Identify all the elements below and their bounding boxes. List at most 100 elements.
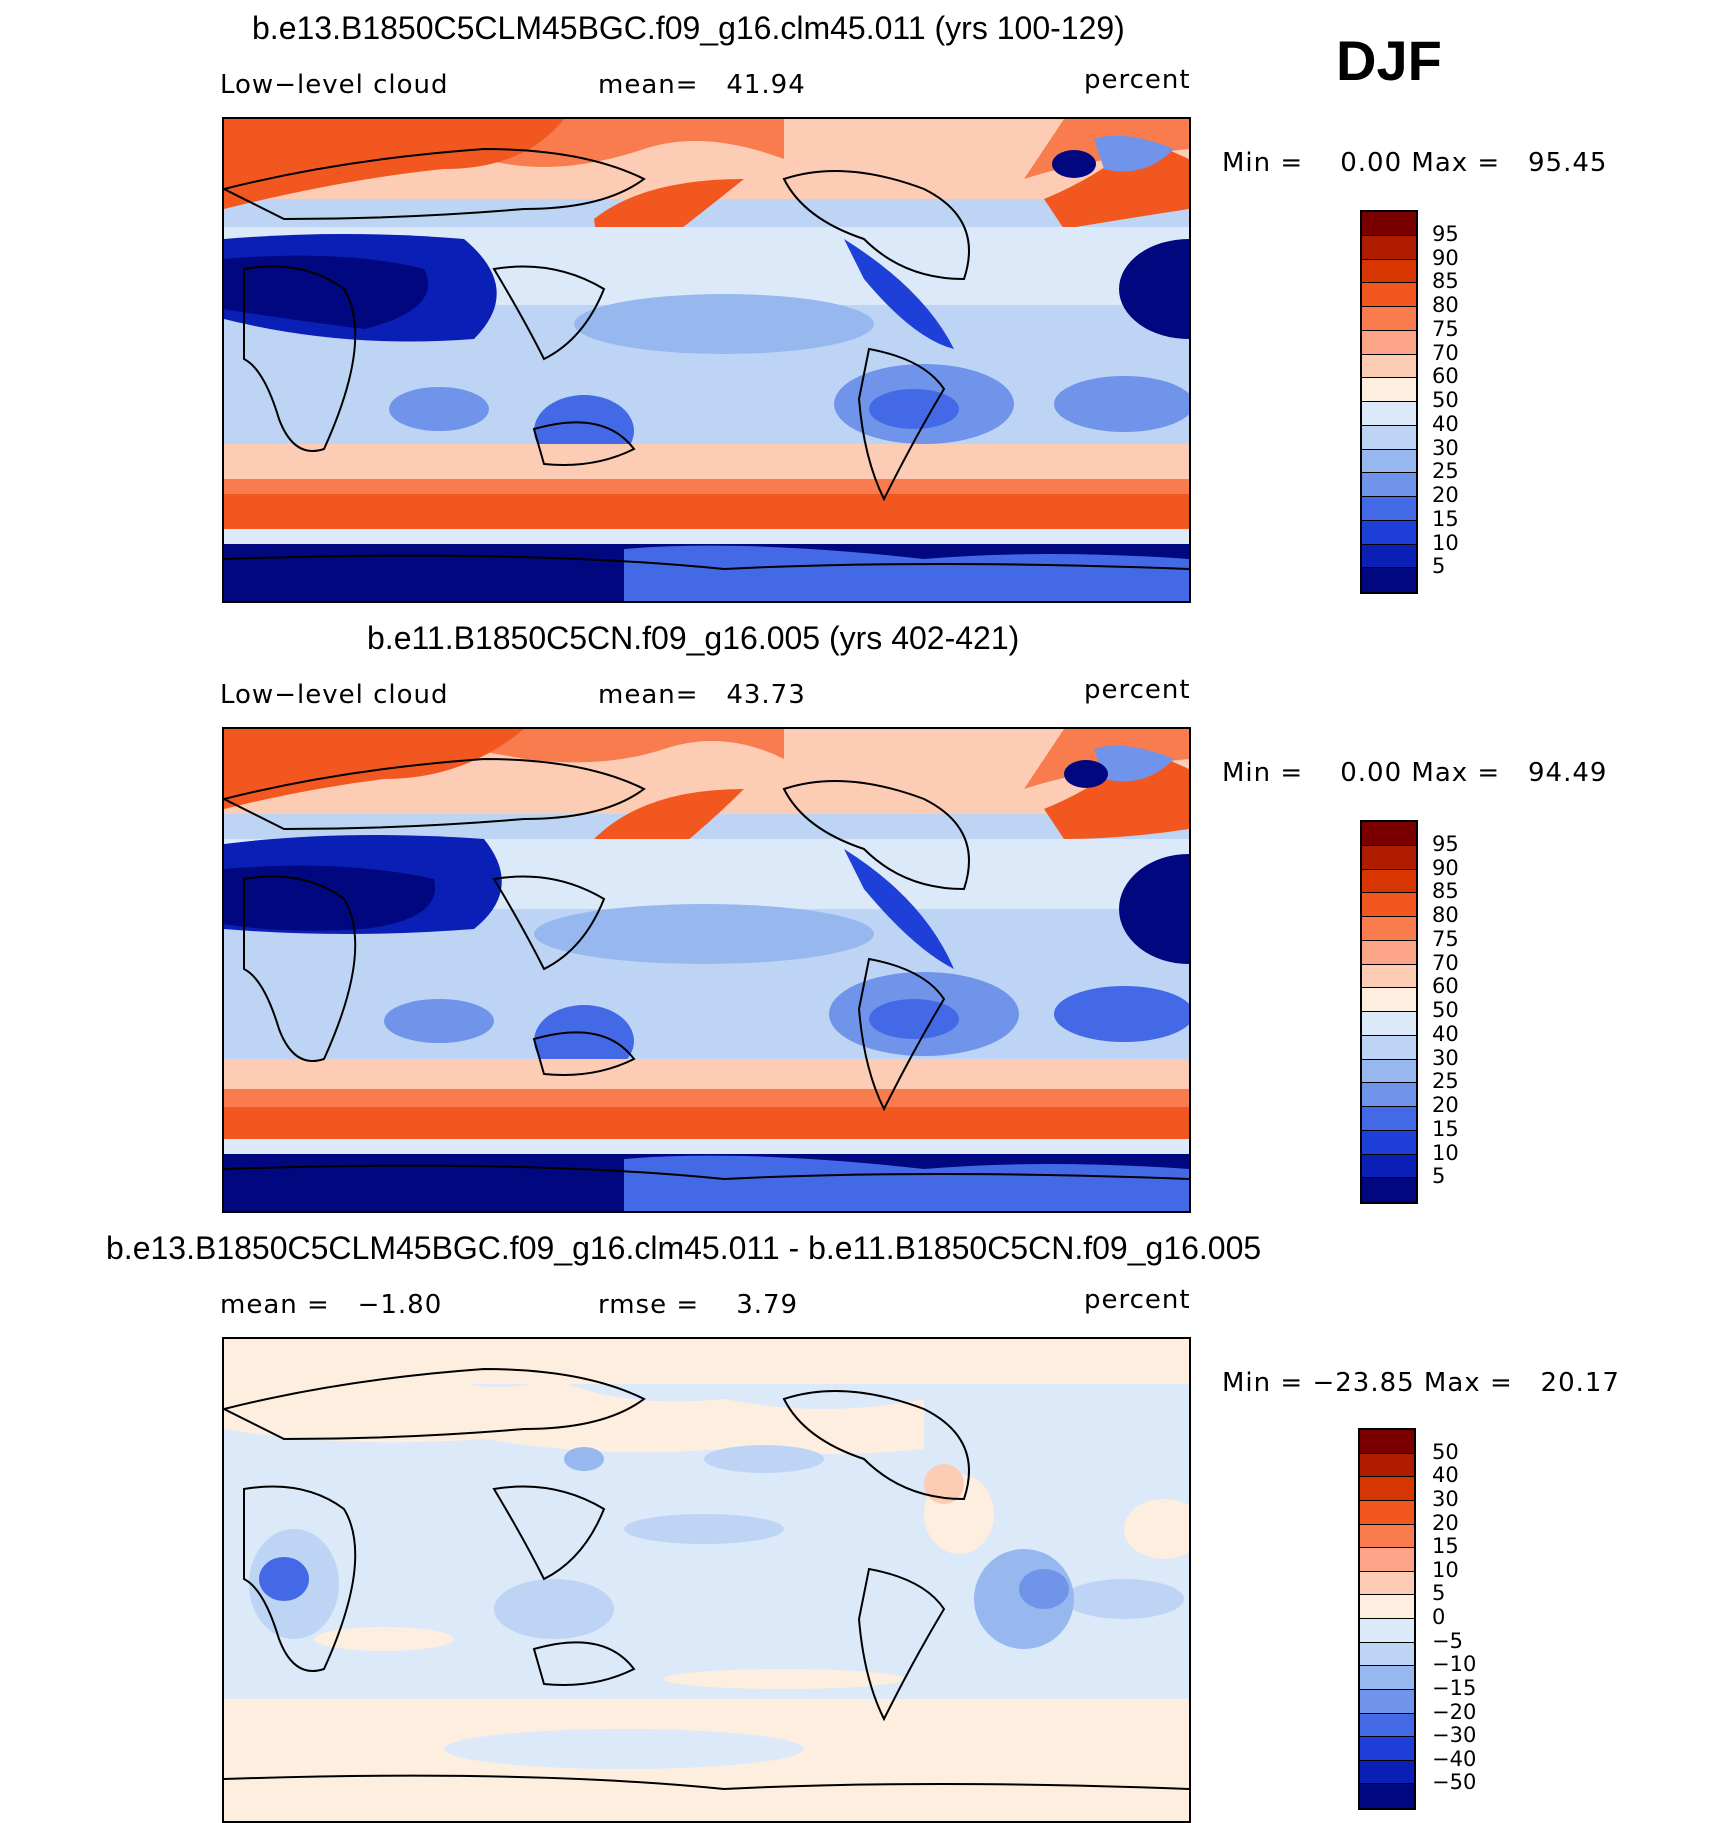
colorbar-tick-label: −15	[1432, 1675, 1477, 1700]
colorbar-box	[1362, 917, 1416, 941]
panel-1-units-label: percent	[1084, 65, 1191, 95]
colorbar-tick-label: 70	[1432, 950, 1459, 975]
colorbar-box	[1360, 1524, 1414, 1549]
colorbar-tick-label: 70	[1432, 340, 1459, 365]
colorbar-box	[1362, 283, 1416, 307]
panel-2-colorbar	[1360, 820, 1418, 1204]
colorbar-tick-label: 30	[1432, 435, 1459, 460]
colorbar-box	[1360, 1571, 1414, 1596]
panel-1-colorbar-ticks: 95 90 85 80 75 70 60 50 40 30 25 20 15 10 5	[1432, 210, 1512, 594]
colorbar-box	[1362, 307, 1416, 331]
colorbar-box	[1360, 1500, 1414, 1525]
colorbar-box	[1362, 1059, 1416, 1084]
colorbar-box	[1362, 402, 1416, 426]
colorbar-tick-label: 20	[1432, 483, 1459, 507]
colorbar-box	[1362, 330, 1416, 355]
panel-2-units-label: percent	[1084, 675, 1191, 705]
colorbar-tick-label: 5	[1432, 554, 1446, 579]
panel-3-map	[222, 1337, 1191, 1823]
panel-3-title: b.e13.B1850C5CLM45BGC.f09_g16.clm45.011 …	[106, 1230, 1262, 1266]
colorbar-tick-label: −40	[1432, 1746, 1477, 1771]
colorbar-box	[1362, 497, 1416, 521]
colorbar-tick-label: 90	[1432, 855, 1459, 880]
colorbar-box	[1362, 1083, 1416, 1107]
colorbar-box	[1362, 354, 1416, 379]
colorbar-tick-label: 40	[1432, 411, 1459, 436]
colorbar-tick-label: 15	[1432, 506, 1459, 531]
colorbar-box	[1362, 520, 1416, 545]
panel-2-minmax: Min = 0.00 Max = 94.49	[1222, 758, 1608, 788]
colorbar-box	[1362, 893, 1416, 917]
colorbar-tick-label: 5	[1432, 1581, 1446, 1606]
colorbar-box	[1360, 1713, 1414, 1738]
colorbar-box	[1362, 988, 1416, 1012]
colorbar-box	[1362, 1035, 1416, 1060]
colorbar-tick-label: 95	[1432, 221, 1459, 246]
colorbar-box	[1362, 235, 1416, 260]
colorbar-tick-label: 0	[1432, 1605, 1446, 1629]
panel-3-minmax: Min = −23.85 Max = 20.17	[1222, 1368, 1620, 1398]
panel-3-colorbar	[1358, 1428, 1416, 1810]
colorbar-box	[1362, 1012, 1416, 1036]
colorbar-box	[1360, 1760, 1414, 1785]
colorbar-box	[1360, 1477, 1414, 1501]
colorbar-box	[1360, 1737, 1414, 1761]
colorbar-box	[1360, 1453, 1414, 1478]
colorbar-box	[1362, 473, 1416, 497]
colorbar-tick-label: 40	[1432, 1463, 1459, 1488]
panel-2-colorbar-ticks: 95 90 85 80 75 70 60 50 40 30 25 20 15 10 5	[1432, 820, 1512, 1204]
colorbar-tick-label: 20	[1432, 1093, 1459, 1117]
panel-1-colorbar	[1360, 210, 1418, 594]
colorbar-box	[1362, 822, 1416, 846]
panel-3-units-label: percent	[1084, 1285, 1191, 1315]
colorbar-tick-label: 85	[1432, 269, 1459, 294]
colorbar-tick-label: 75	[1432, 316, 1459, 341]
colorbar-box	[1360, 1619, 1414, 1643]
colorbar-tick-label: 80	[1432, 903, 1459, 927]
colorbar-tick-label: 15	[1432, 1116, 1459, 1141]
panel-2-variable-label: Low−level cloud	[220, 680, 449, 710]
panel-3-rmse-label: rmse = 3.79	[598, 1290, 799, 1320]
colorbar-tick-label: 60	[1432, 974, 1459, 999]
colorbar-tick-label: 90	[1432, 245, 1459, 270]
colorbar-tick-label: 30	[1432, 1486, 1459, 1511]
colorbar-box	[1360, 1666, 1414, 1690]
colorbar-tick-label: 15	[1432, 1534, 1459, 1559]
colorbar-box	[1362, 964, 1416, 989]
colorbar-box	[1362, 425, 1416, 450]
colorbar-tick-label: −10	[1432, 1652, 1477, 1677]
colorbar-box	[1362, 449, 1416, 474]
colorbar-tick-label: 5	[1432, 1164, 1446, 1189]
colorbar-tick-label: 20	[1432, 1510, 1459, 1535]
colorbar-tick-label: −20	[1432, 1699, 1477, 1724]
panel-1-map	[222, 117, 1191, 603]
colorbar-tick-label: 10	[1432, 1140, 1459, 1165]
colorbar-box	[1362, 378, 1416, 402]
colorbar-tick-label: 40	[1432, 1021, 1459, 1046]
colorbar-box	[1362, 568, 1416, 592]
colorbar-box	[1360, 1595, 1414, 1619]
panel-2-map-field	[224, 729, 1189, 1211]
panel-1-mean-label: mean= 41.94	[598, 70, 806, 100]
colorbar-tick-label: 95	[1432, 831, 1459, 856]
colorbar-box	[1360, 1548, 1414, 1572]
colorbar-tick-label: 25	[1432, 1069, 1459, 1094]
colorbar-box	[1360, 1642, 1414, 1667]
colorbar-box	[1360, 1430, 1414, 1454]
colorbar-box	[1362, 1130, 1416, 1155]
colorbar-tick-label: 50	[1432, 998, 1459, 1022]
colorbar-tick-label: 10	[1432, 530, 1459, 555]
colorbar-tick-label: −50	[1432, 1770, 1477, 1795]
colorbar-box	[1362, 1178, 1416, 1202]
colorbar-box	[1362, 1154, 1416, 1179]
panel-1-map-field	[224, 119, 1189, 601]
panel-2-title: b.e11.B1850C5CN.f09_g16.005 (yrs 402-421…	[367, 620, 1020, 656]
colorbar-tick-label: 80	[1432, 293, 1459, 317]
panel-3-colorbar-ticks: 50 40 30 20 15 10 5 0 −5 −10 −15 −20 −30 −40 −50	[1432, 1428, 1512, 1810]
colorbar-box	[1362, 940, 1416, 965]
panel-1-minmax: Min = 0.00 Max = 95.45	[1222, 148, 1608, 178]
season-label: DJF	[1336, 29, 1442, 92]
colorbar-tick-label: 85	[1432, 879, 1459, 904]
colorbar-tick-label: −30	[1432, 1723, 1477, 1748]
colorbar-box	[1362, 869, 1416, 894]
